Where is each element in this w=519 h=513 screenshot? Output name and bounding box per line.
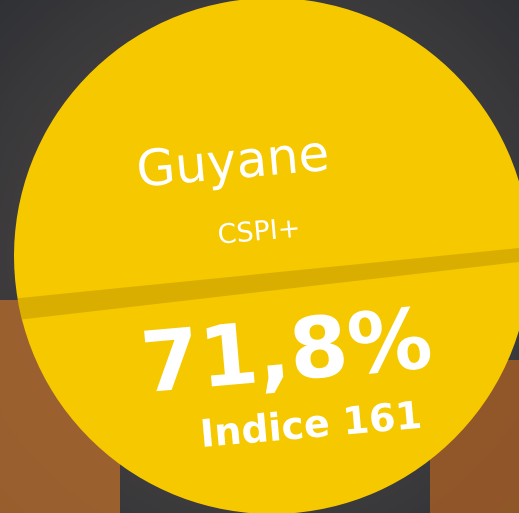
page: Guyane CSPI+ 71,8% Indice 161 (() => { c…: [0, 0, 519, 513]
scene: Guyane CSPI+ 71,8% Indice 161: [0, 0, 519, 513]
